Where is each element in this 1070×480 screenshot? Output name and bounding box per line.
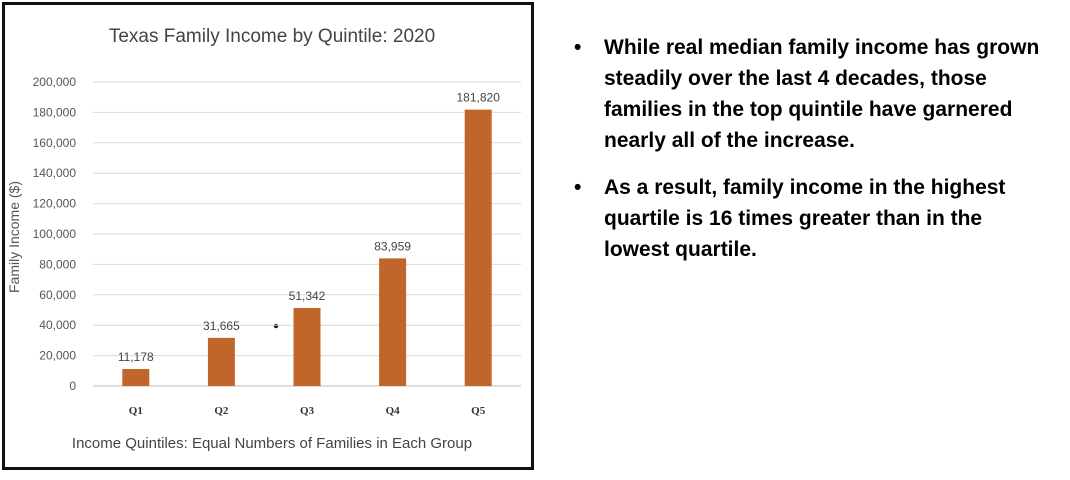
bar — [464, 109, 492, 386]
y-tick-label: 200,000 — [33, 75, 77, 89]
bar — [207, 337, 235, 386]
bar — [293, 307, 321, 386]
y-tick-label: 100,000 — [33, 227, 77, 241]
x-tick-label: Q5 — [471, 405, 486, 417]
bullet-list: • While real median family income has gro… — [572, 32, 1042, 281]
y-axis-label: Family Income ($) — [6, 181, 22, 293]
chart-title: Texas Family Income by Quintile: 2020 — [109, 26, 435, 47]
bar-chart: Texas Family Income by Quintile: 2020 Fa… — [6, 26, 521, 452]
data-label: 51,342 — [289, 289, 326, 303]
x-axis-label: Income Quintiles: Equal Numbers of Famil… — [72, 435, 472, 452]
x-tick-label: Q3 — [300, 405, 315, 417]
data-label: 31,665 — [203, 319, 240, 333]
stray-dot — [273, 323, 279, 329]
y-tick-label: 20,000 — [39, 349, 76, 363]
data-label: 83,959 — [374, 239, 411, 253]
y-tick-label: 40,000 — [39, 318, 76, 332]
y-tick-label: 120,000 — [33, 197, 77, 211]
y-tick-label: 60,000 — [39, 288, 76, 302]
bullet-text: While real median family income has grow… — [604, 36, 1040, 152]
data-label: 181,820 — [457, 91, 501, 105]
bullet-dot: • — [574, 176, 582, 199]
y-tick-label: 80,000 — [39, 257, 76, 271]
x-tick-label: Q4 — [386, 405, 401, 417]
x-tick-label: Q2 — [214, 405, 229, 417]
y-tick-label: 0 — [69, 379, 76, 393]
bullet-item: • As a result, family income in the highe… — [572, 172, 1042, 265]
bullet-text: As a result, family income in the highes… — [604, 176, 1006, 261]
data-label: 11,178 — [118, 350, 154, 364]
chart-frame: Texas Family Income by Quintile: 2020 Fa… — [2, 2, 534, 470]
bar — [122, 369, 150, 386]
bar — [379, 258, 407, 386]
y-tick-label: 140,000 — [33, 166, 77, 180]
y-tick-label: 160,000 — [33, 136, 77, 150]
x-tick-label: Q1 — [129, 405, 143, 417]
bullet-item: • While real median family income has gro… — [572, 32, 1042, 156]
bullet-dot: • — [574, 36, 582, 59]
y-tick-label: 180,000 — [33, 105, 77, 119]
